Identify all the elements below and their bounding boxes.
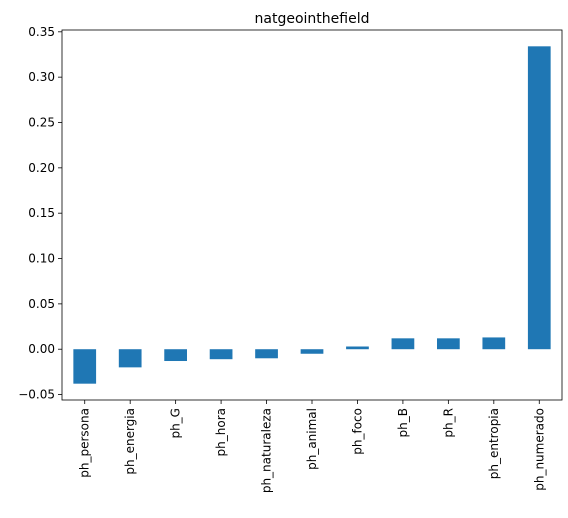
bars-group [73, 46, 551, 384]
y-tick-label: −0.05 [18, 388, 55, 402]
x-tick-label: ph_numerado [532, 408, 546, 491]
bar-ph-G [164, 349, 187, 362]
bar-ph-foco [346, 346, 369, 350]
plot-frame [61, 29, 563, 401]
x-tick-label: ph_entropia [487, 408, 501, 479]
x-tick-label: ph_B [396, 408, 410, 437]
x-tick-label: ph_animal [305, 408, 319, 470]
x-tick-label: ph_naturaleza [260, 408, 274, 493]
y-tick-label: 0.30 [28, 70, 55, 84]
y-tick-label: 0.35 [28, 25, 55, 39]
x-tick-label: ph_hora [214, 408, 228, 456]
y-tick-label: 0.00 [28, 342, 55, 356]
y-axis: −0.05 0.00 0.05 0.10 0.15 0.20 0.25 0.30 0.35 [18, 25, 62, 402]
x-tick-label: ph_foco [350, 408, 364, 455]
bar-ph-naturaleza [255, 349, 278, 359]
y-tick-label: 0.05 [28, 297, 55, 311]
y-tick-label: 0.20 [28, 161, 55, 175]
x-tick-label: ph_persona [78, 408, 92, 478]
y-tick-label: 0.25 [28, 116, 55, 130]
y-tick-label: 0.10 [28, 252, 55, 266]
x-axis: ph_persona ph_energia ph_G ph_hora ph_natura… [78, 400, 546, 493]
bar-ph-R [437, 338, 460, 350]
bar-ph-B [391, 338, 415, 350]
y-tick-label: 0.15 [28, 206, 55, 220]
bar-ph-persona [73, 349, 97, 384]
x-tick-label: ph_energia [123, 408, 137, 475]
bar-ph-energia [118, 349, 142, 368]
chart-title: natgeointhefield [255, 11, 370, 27]
x-tick-label: ph_G [169, 408, 183, 439]
x-tick-label: ph_R [441, 408, 455, 438]
bar-ph-numerado [527, 46, 551, 350]
bar-ph-hora [209, 349, 233, 360]
bar-ph-animal [300, 349, 324, 354]
bar-ph-entropia [482, 337, 506, 350]
